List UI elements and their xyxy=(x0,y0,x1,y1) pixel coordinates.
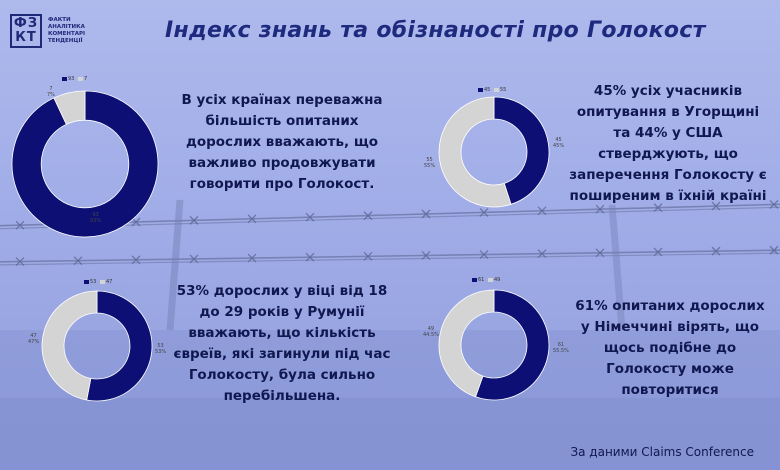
logo: ФЗ КТ ФАКТИ АНАЛІТИКА КОМЕНТАРІ ТЕНДЕНЦІ… xyxy=(10,14,120,50)
logo-line: КОМЕНТАРІ xyxy=(48,31,86,37)
barb xyxy=(189,254,199,264)
donut-slice xyxy=(41,290,98,401)
donut-slice xyxy=(86,290,153,402)
donut-chart xyxy=(438,289,550,401)
barb xyxy=(653,247,663,257)
barb xyxy=(421,209,431,219)
barb xyxy=(305,212,315,222)
legend-entry: 61 xyxy=(478,277,485,283)
legend-swatch-primary xyxy=(62,76,67,81)
barb xyxy=(769,245,779,255)
logo-text: ФАКТИ АНАЛІТИКА КОМЕНТАРІ ТЕНДЕНЦІЇ xyxy=(48,17,120,45)
barb xyxy=(363,211,373,221)
barb xyxy=(537,206,547,216)
barb xyxy=(189,215,199,225)
data-label: 7 7% xyxy=(47,86,55,98)
barb xyxy=(131,217,141,227)
barb xyxy=(711,246,721,256)
data-label: 47 47% xyxy=(28,333,40,345)
barb xyxy=(421,251,431,260)
data-label: 53 53% xyxy=(155,343,167,355)
chart-legend: 61 49 xyxy=(472,277,500,284)
legend-entry: 7 xyxy=(83,76,88,82)
barb xyxy=(595,248,605,258)
barb xyxy=(305,252,315,262)
legend-swatch-secondary xyxy=(493,87,499,92)
chart-legend: 45 55 xyxy=(478,87,506,94)
chart-legend: 53 47 xyxy=(84,279,112,286)
barb xyxy=(537,249,547,259)
barb xyxy=(15,220,25,230)
legend-swatch-primary xyxy=(84,279,89,284)
barb xyxy=(15,257,25,267)
legend-swatch-secondary xyxy=(487,277,493,282)
chart-legend: 93 7 xyxy=(62,76,87,83)
donut-slice xyxy=(475,289,550,401)
donut-chart xyxy=(11,90,159,238)
donut-chart xyxy=(41,290,153,402)
data-label: 49 44.5% xyxy=(423,326,439,338)
legend-swatch-primary xyxy=(472,277,477,282)
barb xyxy=(73,256,83,266)
legend-entry: 49 xyxy=(493,277,501,283)
donut-slice xyxy=(438,96,512,208)
legend-entry: 47 xyxy=(105,279,113,285)
data-label: 55 55% xyxy=(424,157,436,169)
legend-entry: 45 xyxy=(484,87,491,93)
barb xyxy=(247,253,257,263)
barb xyxy=(479,207,489,217)
logo-line: ТЕНДЕНЦІЇ xyxy=(48,38,83,44)
caption: В усіх країнах переважна більшість опита… xyxy=(181,92,383,192)
data-label: 93 93% xyxy=(90,212,102,224)
donut-slice xyxy=(11,90,159,238)
barb xyxy=(479,250,489,260)
source-note: За даними Claims Conference xyxy=(570,445,754,459)
donut-slice xyxy=(438,289,495,398)
barb xyxy=(595,204,605,214)
legend-swatch-secondary xyxy=(77,76,83,81)
barb xyxy=(247,214,257,224)
legend-entry: 93 xyxy=(68,76,75,82)
data-label: 45 45% xyxy=(553,137,565,149)
legend-entry: 53 xyxy=(90,279,97,285)
donut-chart xyxy=(438,96,550,208)
caption: 53% дорослих у віці від 18 до 29 років у… xyxy=(173,283,391,404)
data-label: 61 55.5% xyxy=(553,342,569,354)
barb xyxy=(769,199,779,209)
logo-line: ФАКТИ xyxy=(48,17,71,23)
legend-swatch-primary xyxy=(478,87,483,92)
logo-line: АНАЛІТИКА xyxy=(48,24,85,30)
barb xyxy=(131,255,141,265)
legend-entry: 55 xyxy=(499,87,507,93)
donut-slice xyxy=(53,90,86,125)
barb xyxy=(711,201,721,211)
caption: 61% опитаних дорослих у Німеччині вірять… xyxy=(575,298,765,398)
donut-slice xyxy=(493,96,550,205)
barb xyxy=(363,251,373,261)
logo-mark: ФЗ КТ xyxy=(10,14,42,48)
barb xyxy=(653,203,663,213)
legend-swatch-secondary xyxy=(99,279,105,284)
caption: 45% усіх учасників опитування в Угорщині… xyxy=(569,83,767,204)
page-title: Індекс знань та обізнаності про Голокост xyxy=(165,18,706,43)
